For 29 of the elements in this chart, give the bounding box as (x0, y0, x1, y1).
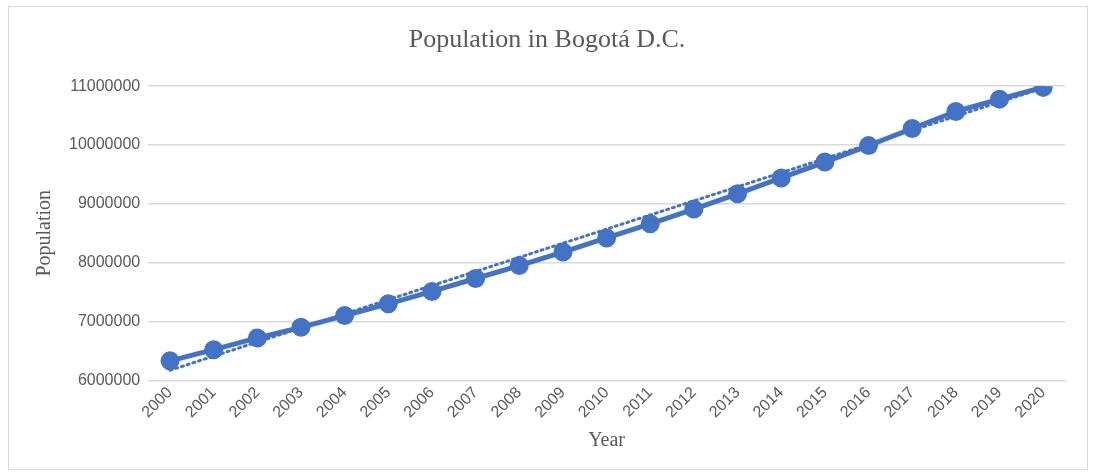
point (902, 119, 922, 139)
y-axis-title: Population (32, 189, 56, 277)
y-tick-label: 10000000 (69, 135, 141, 153)
point (640, 214, 660, 234)
point (160, 351, 180, 371)
point (553, 242, 573, 262)
point (291, 317, 311, 337)
point (378, 294, 398, 314)
chart-title: Population in Bogotá D.C. (408, 24, 686, 54)
x-axis-title: Year (588, 428, 626, 451)
point (684, 199, 704, 219)
point (771, 168, 791, 188)
point (335, 306, 355, 326)
y-tick-label: 11000000 (70, 76, 141, 94)
y-tick-label: 9000000 (77, 194, 141, 212)
point (597, 228, 617, 248)
y-tick-label: 6000000 (77, 370, 141, 388)
point (509, 256, 529, 276)
y-tick-label: 8000000 (77, 253, 141, 271)
point (247, 328, 267, 348)
point (815, 152, 835, 172)
point (990, 89, 1010, 109)
y-tick-label: 7000000 (77, 311, 141, 329)
point (859, 136, 879, 156)
point (946, 101, 966, 121)
point (422, 281, 442, 301)
point (728, 184, 748, 204)
point (204, 340, 224, 360)
point (466, 269, 486, 289)
